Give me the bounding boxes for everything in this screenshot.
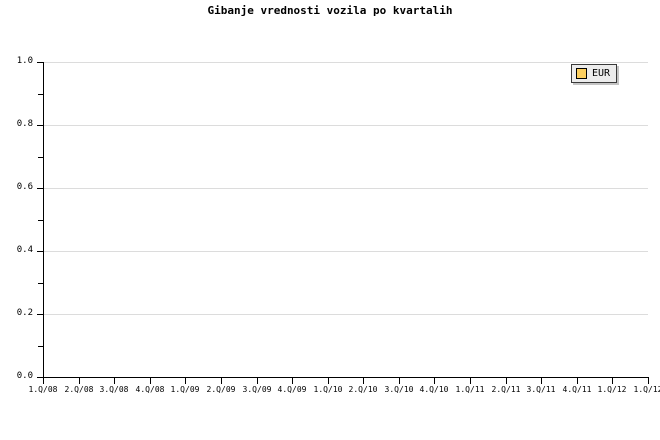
y-axis-tick (37, 251, 43, 252)
x-axis-label: 2.Q/09 (206, 385, 236, 394)
y-axis-minor-tick (38, 282, 43, 284)
x-axis-tick (328, 378, 329, 384)
x-axis-label: 1.Q/08 (28, 385, 58, 394)
y-axis-tick (37, 62, 43, 63)
x-axis-tick (185, 378, 186, 384)
y-axis-minor-tick (38, 219, 43, 221)
x-axis-tick (399, 378, 400, 384)
x-axis-label: 1.Q/11 (455, 385, 485, 394)
legend-label-eur: EUR (592, 68, 611, 79)
y-axis-tick (37, 377, 43, 378)
x-axis-spine (43, 377, 649, 378)
x-axis-label: 2.Q/11 (491, 385, 521, 394)
gridline (43, 62, 648, 63)
x-axis-label: 3.Q/10 (384, 385, 414, 394)
x-axis-label: 4.Q/09 (277, 385, 307, 394)
x-axis-label: 4.Q/10 (419, 385, 449, 394)
gridline (43, 251, 648, 252)
chart-legend[interactable]: EUR (571, 64, 618, 83)
x-axis-tick (292, 378, 293, 384)
y-axis-label: 0.6 (16, 182, 33, 192)
x-axis-tick (114, 378, 115, 384)
x-axis-label: 3.Q/09 (242, 385, 272, 394)
gridline (43, 188, 648, 189)
y-axis-spine (43, 62, 44, 378)
x-axis-tick (577, 378, 578, 384)
x-axis-label: 1.Q/12 (597, 385, 627, 394)
plot-area (43, 62, 648, 377)
x-axis-tick (506, 378, 507, 384)
gridline (43, 314, 648, 315)
x-axis-tick (541, 378, 542, 384)
x-axis-tick (470, 378, 471, 384)
x-axis-label: 2.Q/10 (348, 385, 378, 394)
y-axis-tick (37, 125, 43, 126)
x-axis-label: 4.Q/11 (562, 385, 592, 394)
x-axis-tick (79, 378, 80, 384)
x-axis-label: 1.Q/12 (633, 385, 660, 394)
x-axis-tick (150, 378, 151, 384)
x-axis-tick (257, 378, 258, 384)
x-axis-tick (363, 378, 364, 384)
x-axis-label: 4.Q/08 (135, 385, 165, 394)
legend-swatch-eur (576, 68, 587, 79)
y-axis-tick (37, 314, 43, 315)
y-axis-label: 0.2 (16, 308, 33, 318)
x-axis-tick (612, 378, 613, 384)
y-axis-minor-tick (38, 93, 43, 95)
x-axis-label: 1.Q/09 (170, 385, 200, 394)
x-axis-tick (221, 378, 222, 384)
x-axis-label: 1.Q/10 (313, 385, 343, 394)
y-axis-label: 1.0 (16, 56, 33, 66)
x-axis-label: 3.Q/08 (99, 385, 129, 394)
x-axis-tick (434, 378, 435, 384)
x-axis-label: 2.Q/08 (64, 385, 94, 394)
chart-title: Gibanje vrednosti vozila po kvartalih (207, 4, 453, 17)
y-axis-label: 0.8 (16, 119, 33, 129)
gridline (43, 125, 648, 126)
y-axis-label: 0.0 (16, 371, 33, 381)
x-axis-tick (648, 378, 649, 384)
y-axis-minor-tick (38, 156, 43, 158)
y-axis-label: 0.4 (16, 245, 33, 255)
y-axis-tick (37, 188, 43, 189)
y-axis-minor-tick (38, 345, 43, 347)
x-axis-tick (43, 378, 44, 384)
x-axis-label: 3.Q/11 (526, 385, 556, 394)
